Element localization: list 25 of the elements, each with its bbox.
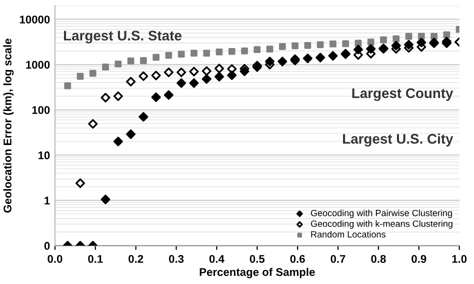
y-tick-label: 10 — [38, 151, 50, 160]
x-tick-label: 0.9 — [412, 254, 426, 263]
y-axis-title: Geolocation Error (km), log scale — [3, 38, 14, 213]
y-tick-label: 1000 — [26, 60, 50, 69]
x-tick-label: 1.0 — [452, 254, 467, 263]
legend-label: Random Locations — [311, 230, 386, 238]
legend-label: Geocoding with Pairwise Clustering — [310, 210, 452, 218]
annotation: Largest County — [352, 88, 454, 101]
x-tick-label: 0.5 — [250, 254, 265, 263]
y-tick-label: 1 — [44, 196, 50, 204]
x-tick-label: 0.1 — [88, 254, 103, 263]
x-tick-label: 0.3 — [169, 254, 184, 263]
annotation: Largest U.S. City — [343, 134, 454, 147]
y-tick-label: 0 — [44, 242, 50, 250]
x-tick-label: 0.7 — [330, 254, 346, 263]
y-tick-label: 10000 — [20, 16, 50, 24]
y-tick-label: 100 — [32, 106, 50, 114]
legend-label: Geocoding with k-means Clustering — [310, 220, 452, 229]
x-tick-label: 0.6 — [290, 254, 305, 263]
x-tick-label: 0.0 — [48, 254, 62, 263]
x-axis-title: Percentage of Sample — [200, 268, 315, 278]
x-tick-label: 0.4 — [209, 254, 224, 263]
x-tick-label: 0.8 — [371, 254, 386, 263]
x-tick-label: 0.2 — [128, 254, 144, 263]
annotation: Largest U.S. State — [64, 30, 182, 44]
